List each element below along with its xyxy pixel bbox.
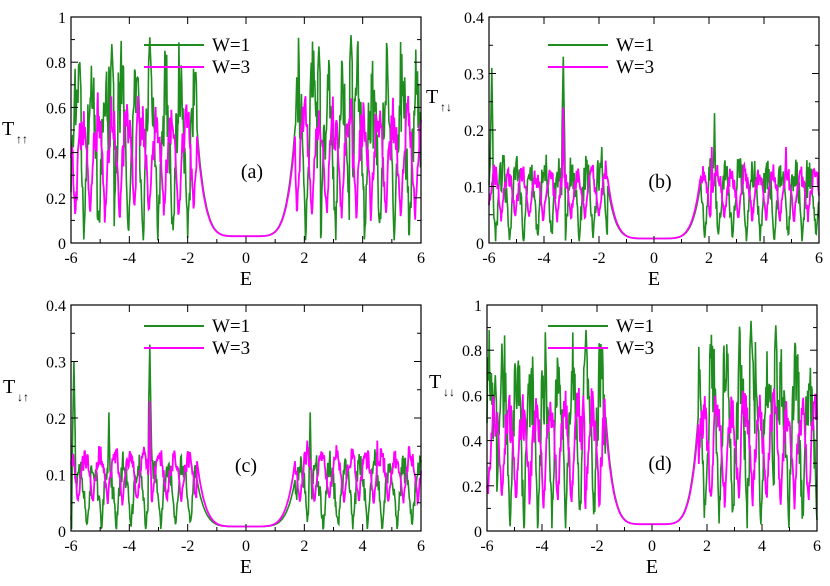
y-tick-label: 0.4	[462, 434, 482, 451]
x-tick-label: -6	[480, 538, 493, 555]
panel-b-ylabel: T	[426, 86, 438, 108]
panel-d: -6 -4 -2 0 2 4 6 0 0.2 0.4 0.6 0.8 1 T ↓↓ E (d) W=1 …	[429, 298, 821, 578]
panel-a-legend: W=1 W=3	[144, 35, 250, 78]
panel-a: -6 -4 -2 0 2 4 6 0 0.2 0.4 0.6 0.8 1 T ↑↑ E (a) W=1 …	[2, 10, 425, 290]
panel-b: -6 -4 -2 0 2 4 6 0 0.1 0.2 0.3 0.4 T ↑↓ E (b) W=1 W…	[426, 10, 823, 290]
x-tick-label: -6	[64, 250, 77, 267]
panel-a-ylabel-subscript: ↑↑	[16, 132, 28, 146]
x-tick-label: 6	[417, 250, 425, 267]
panel-c-xlabel: E	[240, 556, 252, 578]
y-tick-label: 0	[58, 524, 66, 541]
panel-a-ticks: -6 -4 -2 0 2 4 6 0 0.2 0.4 0.6 0.8 1	[46, 10, 425, 267]
x-tick-label: 6	[813, 538, 821, 555]
y-tick-label: 0.6	[462, 388, 482, 405]
panel-c-series	[70, 344, 422, 530]
y-tick-label: 0.4	[46, 146, 66, 163]
panel-b-ticks: -6 -4 -2 0 2 4 6 0 0.1 0.2 0.3 0.4	[464, 10, 823, 267]
x-tick-label: -4	[123, 538, 136, 555]
panel-c-legend-label-w3: W=3	[212, 338, 250, 359]
panel-c-ylabel-subscript: ↓↑	[17, 390, 29, 404]
panel-b-legend-label-w1: W=1	[616, 35, 654, 56]
x-tick-label: 4	[359, 250, 367, 267]
panel-b-legend: W=1 W=3	[548, 35, 654, 78]
panel-d-label: (d)	[648, 453, 671, 475]
x-tick-label: -6	[64, 538, 77, 555]
x-tick-label: -2	[590, 538, 603, 555]
panel-c-legend-label-w1: W=1	[212, 316, 250, 337]
y-tick-label: 0.6	[46, 100, 66, 117]
x-tick-label: -2	[181, 250, 194, 267]
x-tick-label: 4	[758, 538, 766, 555]
panel-b-label: (b)	[648, 171, 671, 193]
panel-b-legend-label-w3: W=3	[616, 57, 654, 78]
x-tick-label: 4	[359, 538, 367, 555]
x-tick-label: 2	[300, 538, 308, 555]
y-tick-label: 0	[58, 236, 66, 253]
panel-d-legend-label-w3: W=3	[616, 338, 654, 359]
y-tick-label: 1	[58, 10, 66, 27]
y-tick-label: 0.2	[46, 191, 66, 208]
y-tick-label: 0.2	[46, 411, 66, 428]
y-tick-label: 0.3	[46, 355, 66, 372]
x-tick-label: -2	[592, 250, 605, 267]
panel-a-ylabel: T	[2, 118, 14, 140]
y-tick-label: 1	[474, 298, 482, 315]
panel-b-ylabel-subscript: ↑↓	[440, 100, 452, 114]
x-tick-label: 0	[242, 250, 250, 267]
panel-a-legend-label-w3: W=3	[212, 57, 250, 78]
y-tick-label: 0.2	[464, 123, 484, 140]
y-tick-label: 0.3	[464, 67, 484, 84]
y-tick-label: 0.4	[46, 298, 66, 315]
series-line-w1	[488, 56, 820, 242]
y-tick-label: 0.1	[464, 180, 484, 197]
x-tick-label: -2	[181, 538, 194, 555]
panel-c-label: (c)	[235, 455, 257, 477]
x-tick-label: -4	[123, 250, 136, 267]
x-tick-label: 0	[650, 250, 658, 267]
panel-a-xlabel: E	[240, 268, 252, 290]
x-tick-label: 6	[417, 538, 425, 555]
y-tick-label: 0	[476, 236, 484, 253]
y-tick-label: 0.8	[462, 343, 482, 360]
panel-a-label: (a)	[241, 161, 263, 183]
panel-c-ticks: -6 -4 -2 0 2 4 6 0 0.1 0.2 0.3 0.4	[46, 298, 425, 555]
x-tick-label: 2	[703, 538, 711, 555]
y-tick-label: 0.4	[464, 10, 484, 27]
y-tick-label: 0	[474, 524, 482, 541]
y-tick-label: 0.1	[46, 468, 66, 485]
panel-c-ylabel: T	[3, 376, 15, 398]
x-tick-label: 0	[648, 538, 656, 555]
panel-d-ylabel-subscript: ↓↓	[443, 385, 455, 399]
panel-d-legend-label-w1: W=1	[616, 316, 654, 337]
x-tick-label: -4	[537, 250, 550, 267]
panel-d-ticks: -6 -4 -2 0 2 4 6 0 0.2 0.4 0.6 0.8 1	[462, 298, 821, 555]
panel-d-legend: W=1 W=3	[548, 316, 654, 359]
panel-c: -6 -4 -2 0 2 4 6 0 0.1 0.2 0.3 0.4 T ↓↑ E (c) W=1 W…	[3, 298, 425, 578]
y-tick-label: 0.2	[462, 479, 482, 496]
x-tick-label: 2	[300, 250, 308, 267]
x-tick-label: -6	[482, 250, 495, 267]
panel-d-xlabel: E	[646, 556, 658, 578]
x-tick-label: 0	[242, 538, 250, 555]
panel-c-legend: W=1 W=3	[144, 316, 250, 359]
panel-b-series	[488, 56, 820, 242]
x-tick-label: 6	[815, 250, 823, 267]
panel-d-ylabel: T	[429, 371, 441, 393]
y-tick-label: 0.8	[46, 55, 66, 72]
x-tick-label: -4	[535, 538, 548, 555]
panel-a-legend-label-w1: W=1	[212, 35, 250, 56]
x-tick-label: 4	[760, 250, 768, 267]
x-tick-label: 2	[705, 250, 713, 267]
panel-b-xlabel: E	[648, 268, 660, 290]
